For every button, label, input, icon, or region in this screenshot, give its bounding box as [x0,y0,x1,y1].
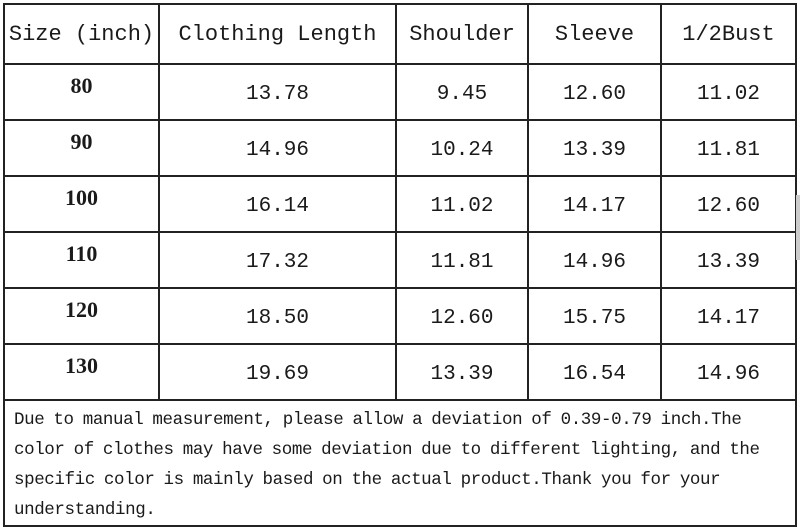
cell-clothing-length: 14.96 [158,119,397,177]
cell-sleeve: 16.54 [527,343,662,401]
cell-clothing-length: 16.14 [158,175,397,233]
cell-shoulder: 10.24 [395,119,529,177]
cell-half-bust: 14.17 [660,287,797,345]
cell-size: 90 [3,119,160,177]
table-row: 120 18.50 12.60 15.75 14.17 [3,287,797,345]
cell-shoulder: 11.81 [395,231,529,289]
header-size: Size (inch) [3,3,160,65]
cell-half-bust: 13.39 [660,231,797,289]
cell-size: 80 [3,63,160,121]
header-sleeve: Sleeve [527,3,662,65]
cell-sleeve: 13.39 [527,119,662,177]
cell-size: 110 [3,231,160,289]
header-row: Size (inch) Clothing Length Shoulder Sle… [3,3,797,65]
note-row: Due to manual measurement, please allow … [3,399,797,527]
cell-shoulder: 9.45 [395,63,529,121]
table-row: 110 17.32 11.81 14.96 13.39 [3,231,797,289]
cell-clothing-length: 19.69 [158,343,397,401]
cell-sleeve: 12.60 [527,63,662,121]
cell-sleeve: 15.75 [527,287,662,345]
cell-shoulder: 13.39 [395,343,529,401]
table-row: 130 19.69 13.39 16.54 14.96 [3,343,797,401]
cell-size: 130 [3,343,160,401]
image-edge-artifact [796,195,800,260]
cell-shoulder: 11.02 [395,175,529,233]
cell-size: 120 [3,287,160,345]
table-row: 80 13.78 9.45 12.60 11.02 [3,63,797,121]
cell-clothing-length: 18.50 [158,287,397,345]
cell-half-bust: 14.96 [660,343,797,401]
cell-clothing-length: 17.32 [158,231,397,289]
cell-sleeve: 14.17 [527,175,662,233]
cell-half-bust: 11.81 [660,119,797,177]
measurement-note: Due to manual measurement, please allow … [3,399,797,527]
table-row: 100 16.14 11.02 14.17 12.60 [3,175,797,233]
size-chart-table: Size (inch) Clothing Length Shoulder Sle… [3,3,797,527]
cell-half-bust: 11.02 [660,63,797,121]
header-clothing-length: Clothing Length [158,3,397,65]
cell-shoulder: 12.60 [395,287,529,345]
cell-half-bust: 12.60 [660,175,797,233]
table-row: 90 14.96 10.24 13.39 11.81 [3,119,797,177]
header-shoulder: Shoulder [395,3,529,65]
cell-clothing-length: 13.78 [158,63,397,121]
cell-sleeve: 14.96 [527,231,662,289]
header-half-bust: 1/2Bust [660,3,797,65]
cell-size: 100 [3,175,160,233]
